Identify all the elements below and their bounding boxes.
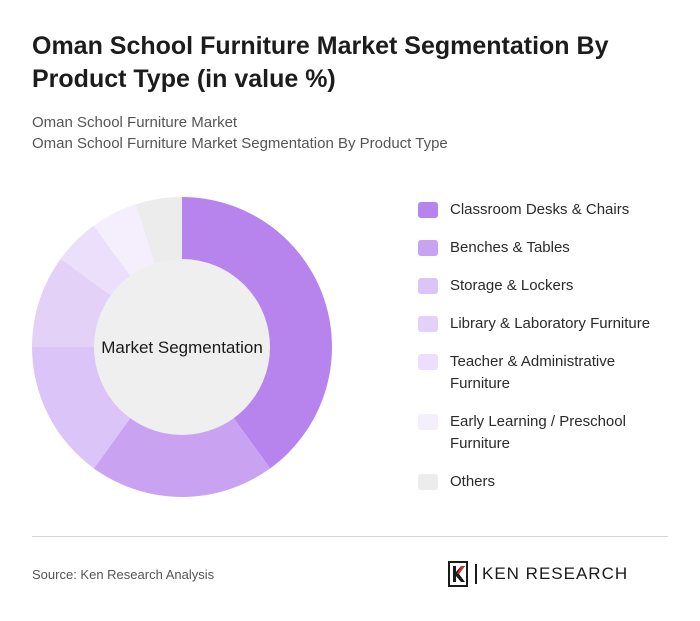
legend-item-teacher-administrative-furniture: Teacher & Administrative Furniture xyxy=(418,351,688,395)
chart-legend: Classroom Desks & Chairs Benches & Tables… xyxy=(418,199,688,509)
legend-label: Storage & Lockers xyxy=(450,277,574,294)
legend-item-classroom-desks-chairs: Classroom Desks & Chairs xyxy=(418,199,688,221)
legend-swatch xyxy=(418,202,438,218)
legend-swatch xyxy=(418,474,438,490)
ken-research-logo-icon xyxy=(448,561,468,587)
legend-item-early-learning-preschool-furniture: Early Learning / Preschool Furniture xyxy=(418,411,688,455)
legend-label: Benches & Tables xyxy=(450,239,570,256)
legend-swatch xyxy=(418,414,438,430)
legend-item-others: Others xyxy=(418,471,688,493)
donut-center-label: Market Segmentation xyxy=(101,338,263,357)
legend-swatch xyxy=(418,278,438,294)
chart-title: Oman School Furniture Market Segmentatio… xyxy=(32,32,609,93)
legend-item-benches-tables: Benches & Tables xyxy=(418,237,688,259)
legend-swatch xyxy=(418,240,438,256)
legend-label: Early Learning / Preschool Furniture xyxy=(450,413,626,452)
donut-hole xyxy=(94,259,270,435)
donut-chart: Market Segmentation xyxy=(32,197,332,497)
legend-label: Classroom Desks & Chairs xyxy=(450,201,630,218)
ken-research-logo: KEN RESEARCH xyxy=(447,561,628,587)
legend-item-library-laboratory-furniture: Library & Laboratory Furniture xyxy=(418,313,688,335)
legend-label: Others xyxy=(450,473,496,490)
logo-wordmark: KEN RESEARCH xyxy=(482,564,629,583)
legend-swatch xyxy=(418,354,438,370)
legend-item-storage-lockers: Storage & Lockers xyxy=(418,275,688,297)
legend-label: Teacher & Administrative Furniture xyxy=(450,353,616,392)
source-note: Source: Ken Research Analysis xyxy=(32,567,215,582)
chart-subtitle-segmentation: Oman School Furniture Market Segmentatio… xyxy=(32,135,448,152)
footer-divider xyxy=(32,536,668,537)
legend-swatch xyxy=(418,316,438,332)
legend-label: Library & Laboratory Furniture xyxy=(450,315,651,332)
chart-subtitle-market: Oman School Furniture Market xyxy=(32,114,238,131)
logo-separator xyxy=(475,564,477,584)
